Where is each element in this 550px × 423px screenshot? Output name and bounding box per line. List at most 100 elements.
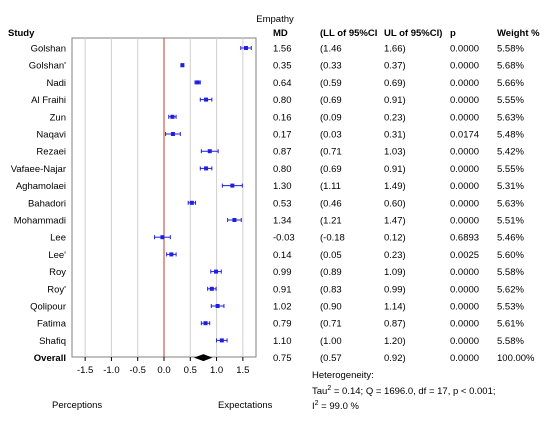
- column-header-p: p: [450, 28, 456, 39]
- study-row: Naqavi 0.17 (0.03 0.31) 0.0174 5.48%: [36, 130, 524, 141]
- study-name: Nadi: [46, 78, 66, 89]
- study-name: Roy': [47, 284, 66, 295]
- p-value: 0.0000: [450, 284, 479, 295]
- p-value: 0.0174: [450, 130, 479, 141]
- study-name: Golshan: [31, 44, 66, 55]
- ul-value: 1.09): [384, 267, 406, 278]
- md-value: 0.87: [273, 147, 292, 158]
- i2-rest: = 99.0 %: [319, 401, 360, 412]
- ll-value: (0.09: [320, 112, 342, 123]
- study-row: Mohammadi 1.34 (1.21 1.47) 0.0000 5.51%: [14, 216, 525, 227]
- study-row: Qolipour 1.02 (0.90 1.14) 0.0000 5.53%: [30, 302, 524, 313]
- study-row: Roy' 0.91 (0.83 0.99) 0.0000 5.62%: [47, 284, 524, 295]
- study-row: Golshan 1.56 (1.46 1.66) 0.0000 5.58%: [31, 44, 525, 55]
- weight-value: 5.66%: [497, 78, 524, 89]
- weight-value: 5.51%: [497, 216, 524, 227]
- x-tick-label: -0.5: [130, 365, 146, 376]
- study-name: Golshan': [29, 61, 66, 72]
- overall-row: Overall 0.75 (0.57 0.92) 0.0000 100.00%: [34, 353, 535, 364]
- p-value: 0.0000: [450, 319, 479, 330]
- md-value: 0.53: [273, 198, 292, 209]
- study-row: Bahadori 0.53 (0.46 0.60) 0.0000 5.63%: [28, 198, 525, 209]
- p-value: 0.0025: [450, 250, 479, 261]
- p-value: 0.0000: [450, 302, 479, 313]
- md-value: 1.30: [273, 181, 292, 192]
- md-value: 0.16: [273, 112, 292, 123]
- point-estimate: [204, 97, 209, 102]
- ll-value: (1.00: [320, 336, 342, 347]
- x-tick-label: -1.0: [103, 365, 119, 376]
- ul-value: 0.91): [384, 95, 406, 106]
- weight-value: 5.68%: [497, 61, 524, 72]
- weight-value: 5.62%: [497, 284, 524, 295]
- md-value: 0.35: [273, 61, 292, 72]
- ll-value: (0.71: [320, 319, 342, 330]
- point-estimate: [230, 183, 235, 188]
- p-value: 0.0000: [450, 164, 479, 175]
- study-name: Al Fraihi: [31, 95, 66, 106]
- point-estimate: [207, 149, 212, 154]
- ul-value: 0.92): [384, 353, 406, 364]
- ll-value: (0.57: [320, 353, 342, 364]
- ul-value: 0.60): [384, 198, 406, 209]
- md-value: 0.91: [273, 284, 292, 295]
- md-value: 0.79: [273, 319, 292, 330]
- study-name: Vafaee-Najar: [11, 164, 66, 175]
- md-value: 0.80: [273, 95, 292, 106]
- ul-value: 0.37): [384, 61, 406, 72]
- study-name: Shafiq: [39, 336, 66, 347]
- p-value: 0.0000: [450, 181, 479, 192]
- p-value: 0.0000: [450, 147, 479, 158]
- point-estimate: [215, 304, 220, 308]
- p-value: 0.0000: [450, 267, 479, 278]
- x-tick-label: 1.5: [236, 365, 249, 376]
- ll-value: (0.33: [320, 61, 342, 72]
- md-value: 0.64: [273, 78, 292, 89]
- study-name: Zun: [50, 112, 66, 123]
- weight-value: 100.00%: [497, 353, 535, 364]
- p-value: 0.0000: [450, 353, 479, 364]
- heterogeneity-label: Heterogeneity:: [312, 370, 374, 381]
- ll-value: (0.59: [320, 78, 342, 89]
- p-value: 0.0000: [450, 112, 479, 123]
- study-name: Naqavi: [36, 130, 66, 141]
- ll-value: (0.83: [320, 284, 342, 295]
- study-name: Lee': [48, 250, 66, 261]
- p-value: 0.0000: [450, 44, 479, 55]
- x-tick-label: 0.0: [157, 365, 170, 376]
- weight-value: 5.55%: [497, 164, 524, 175]
- tau-prefix: Tau: [312, 386, 327, 397]
- x-tick-label: -1.5: [77, 365, 93, 376]
- study-row: Roy 0.99 (0.89 1.09) 0.0000 5.58%: [49, 267, 524, 278]
- p-value: 0.0000: [450, 95, 479, 106]
- ll-value: (0.69: [320, 95, 342, 106]
- point-estimate: [189, 200, 194, 205]
- weight-value: 5.58%: [497, 267, 524, 278]
- study-row: Rezaei 0.87 (0.71 1.03) 0.0000 5.42%: [36, 147, 524, 158]
- md-value: 0.80: [273, 164, 292, 175]
- ll-value: (0.90: [320, 302, 342, 313]
- study-row: Shafiq 1.10 (1.00 1.20) 0.0000 5.58%: [39, 336, 524, 347]
- study-row: Lee' 0.14 (0.05 0.23) 0.0025 5.60%: [48, 250, 524, 261]
- column-header-ll: (LL of 95%CI: [320, 28, 377, 39]
- p-value: 0.0000: [450, 198, 479, 209]
- weight-value: 5.58%: [497, 336, 524, 347]
- ul-value: 1.66): [384, 44, 406, 55]
- ul-value: 1.49): [384, 181, 406, 192]
- p-value: 0.0000: [450, 61, 479, 72]
- tau-superscript: 2: [327, 385, 331, 392]
- i2-prefix: I: [312, 401, 315, 412]
- ul-value: 0.91): [384, 164, 406, 175]
- ul-value: 1.47): [384, 216, 406, 227]
- left-direction-label: Perceptions: [52, 400, 102, 411]
- md-value: 0.75: [273, 353, 292, 364]
- weight-value: 5.60%: [497, 250, 524, 261]
- point-estimate: [232, 218, 237, 222]
- ll-value: (1.11: [320, 181, 341, 192]
- column-header-study: Study: [8, 28, 35, 39]
- point-estimate: [203, 321, 208, 326]
- weight-value: 5.42%: [497, 147, 524, 158]
- weight-value: 5.58%: [497, 44, 524, 55]
- chart-title: Empathy: [256, 14, 294, 25]
- study-name: Rezaei: [36, 147, 66, 158]
